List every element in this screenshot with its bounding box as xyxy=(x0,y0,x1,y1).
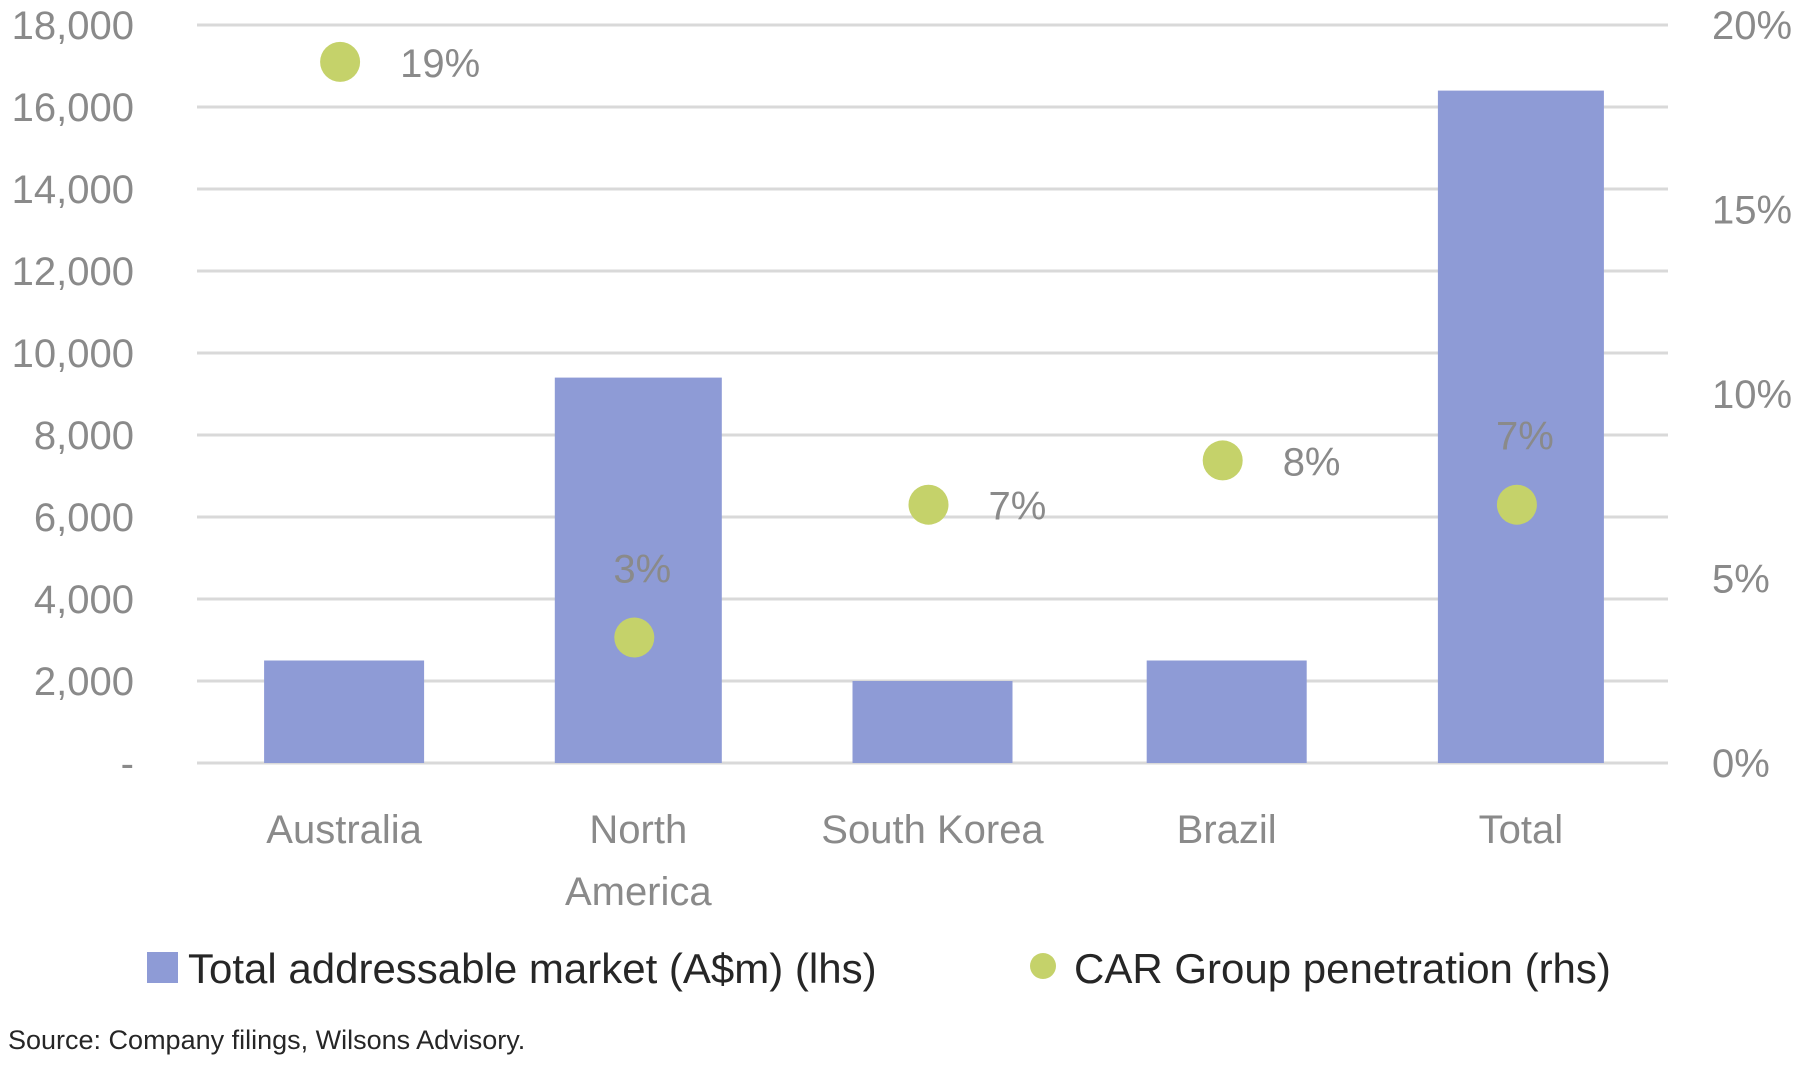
penetration-point xyxy=(320,41,361,82)
left-tick-label: 18,000 xyxy=(12,4,134,48)
penetration-point xyxy=(614,617,655,658)
penetration-label: 7% xyxy=(1496,415,1554,459)
category-axis: Australia North America South Korea Brazil To… xyxy=(266,808,1563,914)
left-tick-label: 10,000 xyxy=(12,332,134,376)
penetration-point xyxy=(1202,440,1243,481)
penetration-label: 19% xyxy=(400,42,480,86)
bar xyxy=(264,660,425,763)
left-tick-label: 4,000 xyxy=(34,578,134,622)
left-tick-label: 14,000 xyxy=(12,168,134,212)
penetration-point xyxy=(1496,484,1537,525)
right-tick-label: 5% xyxy=(1712,558,1770,602)
right-axis: 0% 5% 10% 15% 20% xyxy=(1712,4,1792,786)
left-tick-label: - xyxy=(121,742,134,786)
left-tick-label: 6,000 xyxy=(34,496,134,540)
right-tick-label: 0% xyxy=(1712,742,1770,786)
bar-series xyxy=(264,90,1604,764)
bar xyxy=(554,377,722,763)
right-tick-label: 15% xyxy=(1712,189,1792,233)
category-label: Brazil xyxy=(1177,808,1277,852)
gridlines xyxy=(197,23,1668,765)
left-tick-label: 2,000 xyxy=(34,660,134,704)
right-tick-label: 10% xyxy=(1712,373,1792,417)
right-tick-label: 20% xyxy=(1712,4,1792,48)
category-label: Australia xyxy=(266,808,422,852)
penetration-point xyxy=(908,484,949,525)
legend-label-bar: Total addressable market (A$m) (lhs) xyxy=(188,945,877,992)
left-tick-label: 8,000 xyxy=(34,414,134,458)
category-label: South Korea xyxy=(821,808,1044,852)
left-tick-label: 16,000 xyxy=(12,86,134,130)
bar xyxy=(1146,660,1307,763)
scatter-series: 19% 3% 7% 8% 7% xyxy=(320,41,1554,658)
penetration-label: 3% xyxy=(613,548,671,592)
legend: Total addressable market (A$m) (lhs) CAR… xyxy=(147,945,1611,992)
penetration-label: 7% xyxy=(989,485,1047,529)
left-axis: - 2,000 4,000 6,000 8,000 10,000 12,000 14,000 1… xyxy=(12,4,134,786)
bar xyxy=(852,681,1013,763)
bar xyxy=(1437,90,1604,764)
legend-swatch-point xyxy=(1030,953,1056,979)
category-label: Total xyxy=(1479,808,1564,852)
source-note: Source: Company filings, Wilsons Advisor… xyxy=(8,1025,525,1055)
category-label: North xyxy=(589,808,687,852)
legend-label-point: CAR Group penetration (rhs) xyxy=(1074,945,1611,992)
legend-swatch-bar xyxy=(147,952,178,983)
penetration-label: 8% xyxy=(1283,440,1341,484)
category-label: America xyxy=(565,870,712,914)
left-tick-label: 12,000 xyxy=(12,250,134,294)
